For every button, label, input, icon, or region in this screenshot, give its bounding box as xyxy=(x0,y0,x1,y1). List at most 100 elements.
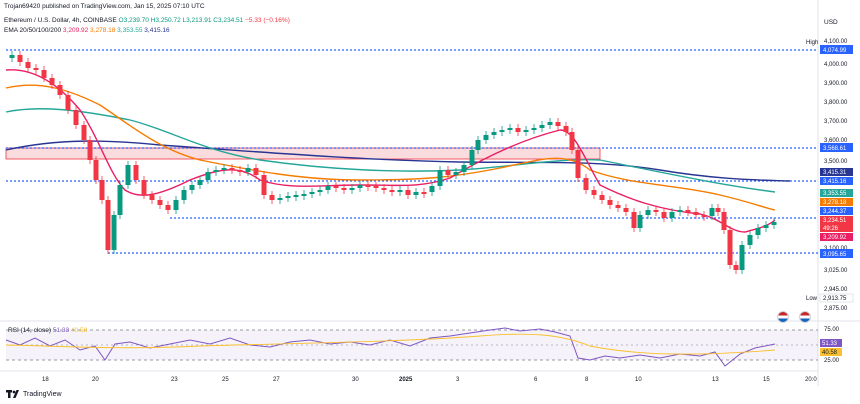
candle[interactable] xyxy=(721,212,727,230)
candle[interactable] xyxy=(747,235,753,245)
candle[interactable] xyxy=(555,122,561,126)
candle[interactable] xyxy=(515,128,521,132)
candle[interactable] xyxy=(677,210,683,212)
time-axis[interactable]: 18 20 23 25 27 30 2025 3 6 8 10 13 15 20… xyxy=(42,377,817,383)
candle[interactable] xyxy=(357,185,363,188)
candle[interactable] xyxy=(333,186,339,188)
candle[interactable] xyxy=(531,128,537,130)
candle[interactable] xyxy=(507,128,513,130)
candle[interactable] xyxy=(213,170,219,172)
candle[interactable] xyxy=(413,192,419,195)
candle[interactable] xyxy=(189,185,195,190)
candle[interactable] xyxy=(41,70,47,78)
candle[interactable] xyxy=(715,208,721,212)
symbol-name[interactable]: Ethereum / U.S. Dollar, 4h, COINBASE xyxy=(4,17,117,24)
candle[interactable] xyxy=(755,228,761,235)
candle[interactable] xyxy=(607,200,613,205)
candle[interactable] xyxy=(421,192,427,194)
candle[interactable] xyxy=(499,130,505,132)
candle[interactable] xyxy=(57,85,63,95)
candle[interactable] xyxy=(309,192,315,194)
candle[interactable] xyxy=(373,186,379,188)
price-axis[interactable]: 4,100.00 4,000.00 3,900.00 3,800.00 3,70… xyxy=(806,39,854,312)
candle[interactable] xyxy=(469,150,475,165)
candle[interactable] xyxy=(141,180,147,195)
us-flag-icon[interactable] xyxy=(799,311,811,323)
ema200-line[interactable] xyxy=(5,140,791,182)
candle[interactable] xyxy=(105,200,111,250)
candle[interactable] xyxy=(429,186,435,192)
candle[interactable] xyxy=(709,208,715,216)
candle[interactable] xyxy=(727,230,733,265)
candle[interactable] xyxy=(17,55,23,62)
candle[interactable] xyxy=(221,168,227,170)
candle[interactable] xyxy=(637,215,643,228)
candle[interactable] xyxy=(405,190,411,195)
currency-label[interactable]: USD xyxy=(824,19,838,26)
candle[interactable] xyxy=(491,132,497,135)
candle[interactable] xyxy=(157,200,163,205)
candle[interactable] xyxy=(111,215,117,250)
candle[interactable] xyxy=(181,190,187,200)
candle[interactable] xyxy=(547,122,553,125)
candle[interactable] xyxy=(301,194,307,196)
candle[interactable] xyxy=(523,130,529,132)
candle[interactable] xyxy=(483,135,489,140)
candle[interactable] xyxy=(615,205,621,208)
candles-group[interactable] xyxy=(9,51,777,274)
tradingview-logo-icon[interactable] xyxy=(6,390,20,398)
candle[interactable] xyxy=(149,195,155,200)
candle[interactable] xyxy=(453,172,459,175)
candle[interactable] xyxy=(631,212,637,228)
candle[interactable] xyxy=(25,62,31,68)
candle[interactable] xyxy=(317,190,323,192)
us-flag-icon[interactable] xyxy=(777,311,789,323)
candle[interactable] xyxy=(93,160,99,180)
candle[interactable] xyxy=(583,178,589,190)
candle[interactable] xyxy=(763,225,769,228)
candle[interactable] xyxy=(325,186,331,190)
candle[interactable] xyxy=(261,175,267,195)
candle[interactable] xyxy=(701,215,707,217)
candle[interactable] xyxy=(125,165,131,185)
candle[interactable] xyxy=(173,200,179,210)
candle[interactable] xyxy=(563,126,569,132)
candle[interactable] xyxy=(381,188,387,190)
candle[interactable] xyxy=(229,168,235,170)
candle[interactable] xyxy=(349,188,355,190)
candle[interactable] xyxy=(9,55,15,58)
candle[interactable] xyxy=(117,185,123,215)
candle[interactable] xyxy=(475,140,481,150)
rsi-legend[interactable]: RSI (14, close) 51.33 40.58 xyxy=(8,327,87,334)
candle[interactable] xyxy=(73,110,79,125)
ema50-line[interactable] xyxy=(5,84,776,211)
candle[interactable] xyxy=(669,212,675,218)
candle[interactable] xyxy=(645,210,651,215)
candle[interactable] xyxy=(739,245,745,270)
candle[interactable] xyxy=(539,125,545,128)
candle[interactable] xyxy=(87,140,93,160)
candle[interactable] xyxy=(293,195,299,197)
rsi-line[interactable] xyxy=(5,327,776,367)
candle[interactable] xyxy=(693,212,699,215)
candle[interactable] xyxy=(591,190,597,195)
candle[interactable] xyxy=(341,188,347,190)
candle[interactable] xyxy=(365,185,371,187)
candle[interactable] xyxy=(437,170,443,186)
candle[interactable] xyxy=(569,132,575,150)
candle[interactable] xyxy=(771,222,777,225)
candle[interactable] xyxy=(599,195,605,200)
candle[interactable] xyxy=(653,210,659,212)
candle[interactable] xyxy=(685,210,691,212)
candle[interactable] xyxy=(81,125,87,140)
ema-legend[interactable]: EMA 20/50/100/200 3,209.92 3,278.18 3,35… xyxy=(4,27,170,34)
candle[interactable] xyxy=(237,170,243,172)
candle[interactable] xyxy=(733,265,739,270)
resistance-zone[interactable] xyxy=(5,147,601,160)
footer-brand[interactable]: TradingView xyxy=(23,390,62,398)
candle[interactable] xyxy=(133,165,139,180)
candle[interactable] xyxy=(397,190,403,192)
candle[interactable] xyxy=(269,195,275,200)
candle[interactable] xyxy=(445,170,451,175)
